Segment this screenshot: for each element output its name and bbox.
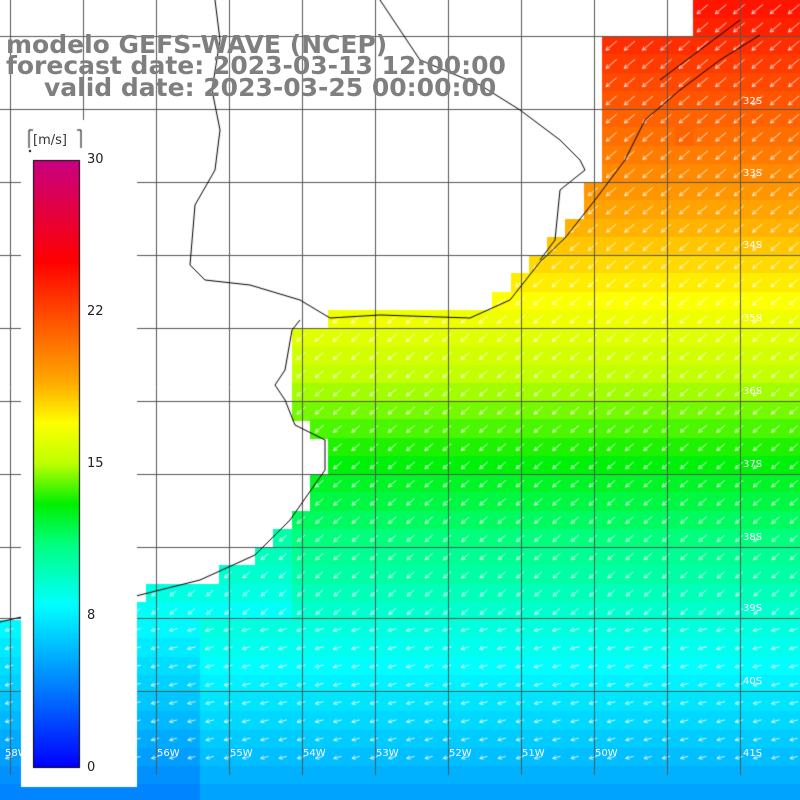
lon-label-54w: 54W bbox=[303, 748, 326, 759]
lat-label-37s: 37S bbox=[743, 459, 763, 470]
colorbar-tick-22: 22 bbox=[87, 304, 104, 319]
colorbar-unit: [m/s] bbox=[33, 133, 67, 148]
lat-label-36s: 36S bbox=[743, 386, 763, 397]
colorbar-tick-30: 30 bbox=[87, 152, 104, 167]
colorbar-tick-8: 8 bbox=[87, 608, 96, 623]
lon-label-56w: 56W bbox=[157, 748, 180, 759]
lat-label-32s: 32S bbox=[743, 96, 763, 107]
lat-label-34s: 34S bbox=[743, 240, 763, 251]
valid-date: valid date: 2023-03-25 00:00:00 bbox=[44, 73, 497, 102]
lon-label-57w: 57W bbox=[83, 748, 106, 759]
lon-label-55w: 55W bbox=[230, 748, 253, 759]
colorbar-tick-0: 0 bbox=[87, 760, 96, 775]
model-title: modelo GEFS-WAVE (NCEP) bbox=[6, 30, 388, 59]
lat-label-38s: 38S bbox=[743, 532, 763, 543]
forecast-date: forecast date: 2023-03-13 12:00:00 bbox=[6, 51, 506, 80]
lon-label-53w: 53W bbox=[376, 748, 399, 759]
lat-label-40s: 40S bbox=[743, 676, 763, 687]
lon-label-51w: 51W bbox=[522, 748, 545, 759]
lon-label-50w: 50W bbox=[595, 748, 618, 759]
lon-label-58w: 58W bbox=[5, 748, 28, 759]
lat-label-35s: 35S bbox=[743, 313, 763, 324]
lat-label-33s: 33S bbox=[743, 168, 763, 179]
lat-label-41s: 41S bbox=[743, 748, 763, 759]
lat-label-39s: 39S bbox=[743, 603, 763, 614]
colorbar-tick-15: 15 bbox=[87, 456, 104, 471]
lon-label-52w: 52W bbox=[449, 748, 472, 759]
